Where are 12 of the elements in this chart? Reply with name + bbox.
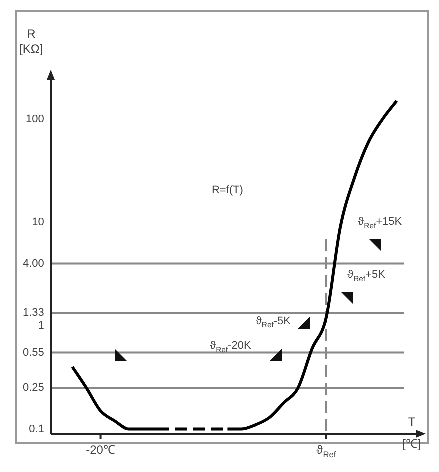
y-tick-label: 0.1: [29, 423, 44, 436]
y-tick-label: 0.25: [22, 382, 44, 394]
y-axis-title: R [KΩ]: [20, 27, 44, 56]
y-tick-label: 10: [32, 216, 44, 229]
y-tick-label: 1.33: [22, 307, 44, 320]
x-axis-title: T [℃]: [402, 415, 422, 451]
y-tick-label: 100: [26, 113, 44, 126]
y-tick-label: 0.55: [22, 346, 44, 359]
x-tick-label: -20℃: [86, 443, 116, 457]
y-tick-label: 4.00: [22, 258, 44, 270]
text: R=f(T): [212, 184, 244, 196]
y-tick-label: 1: [38, 320, 44, 332]
